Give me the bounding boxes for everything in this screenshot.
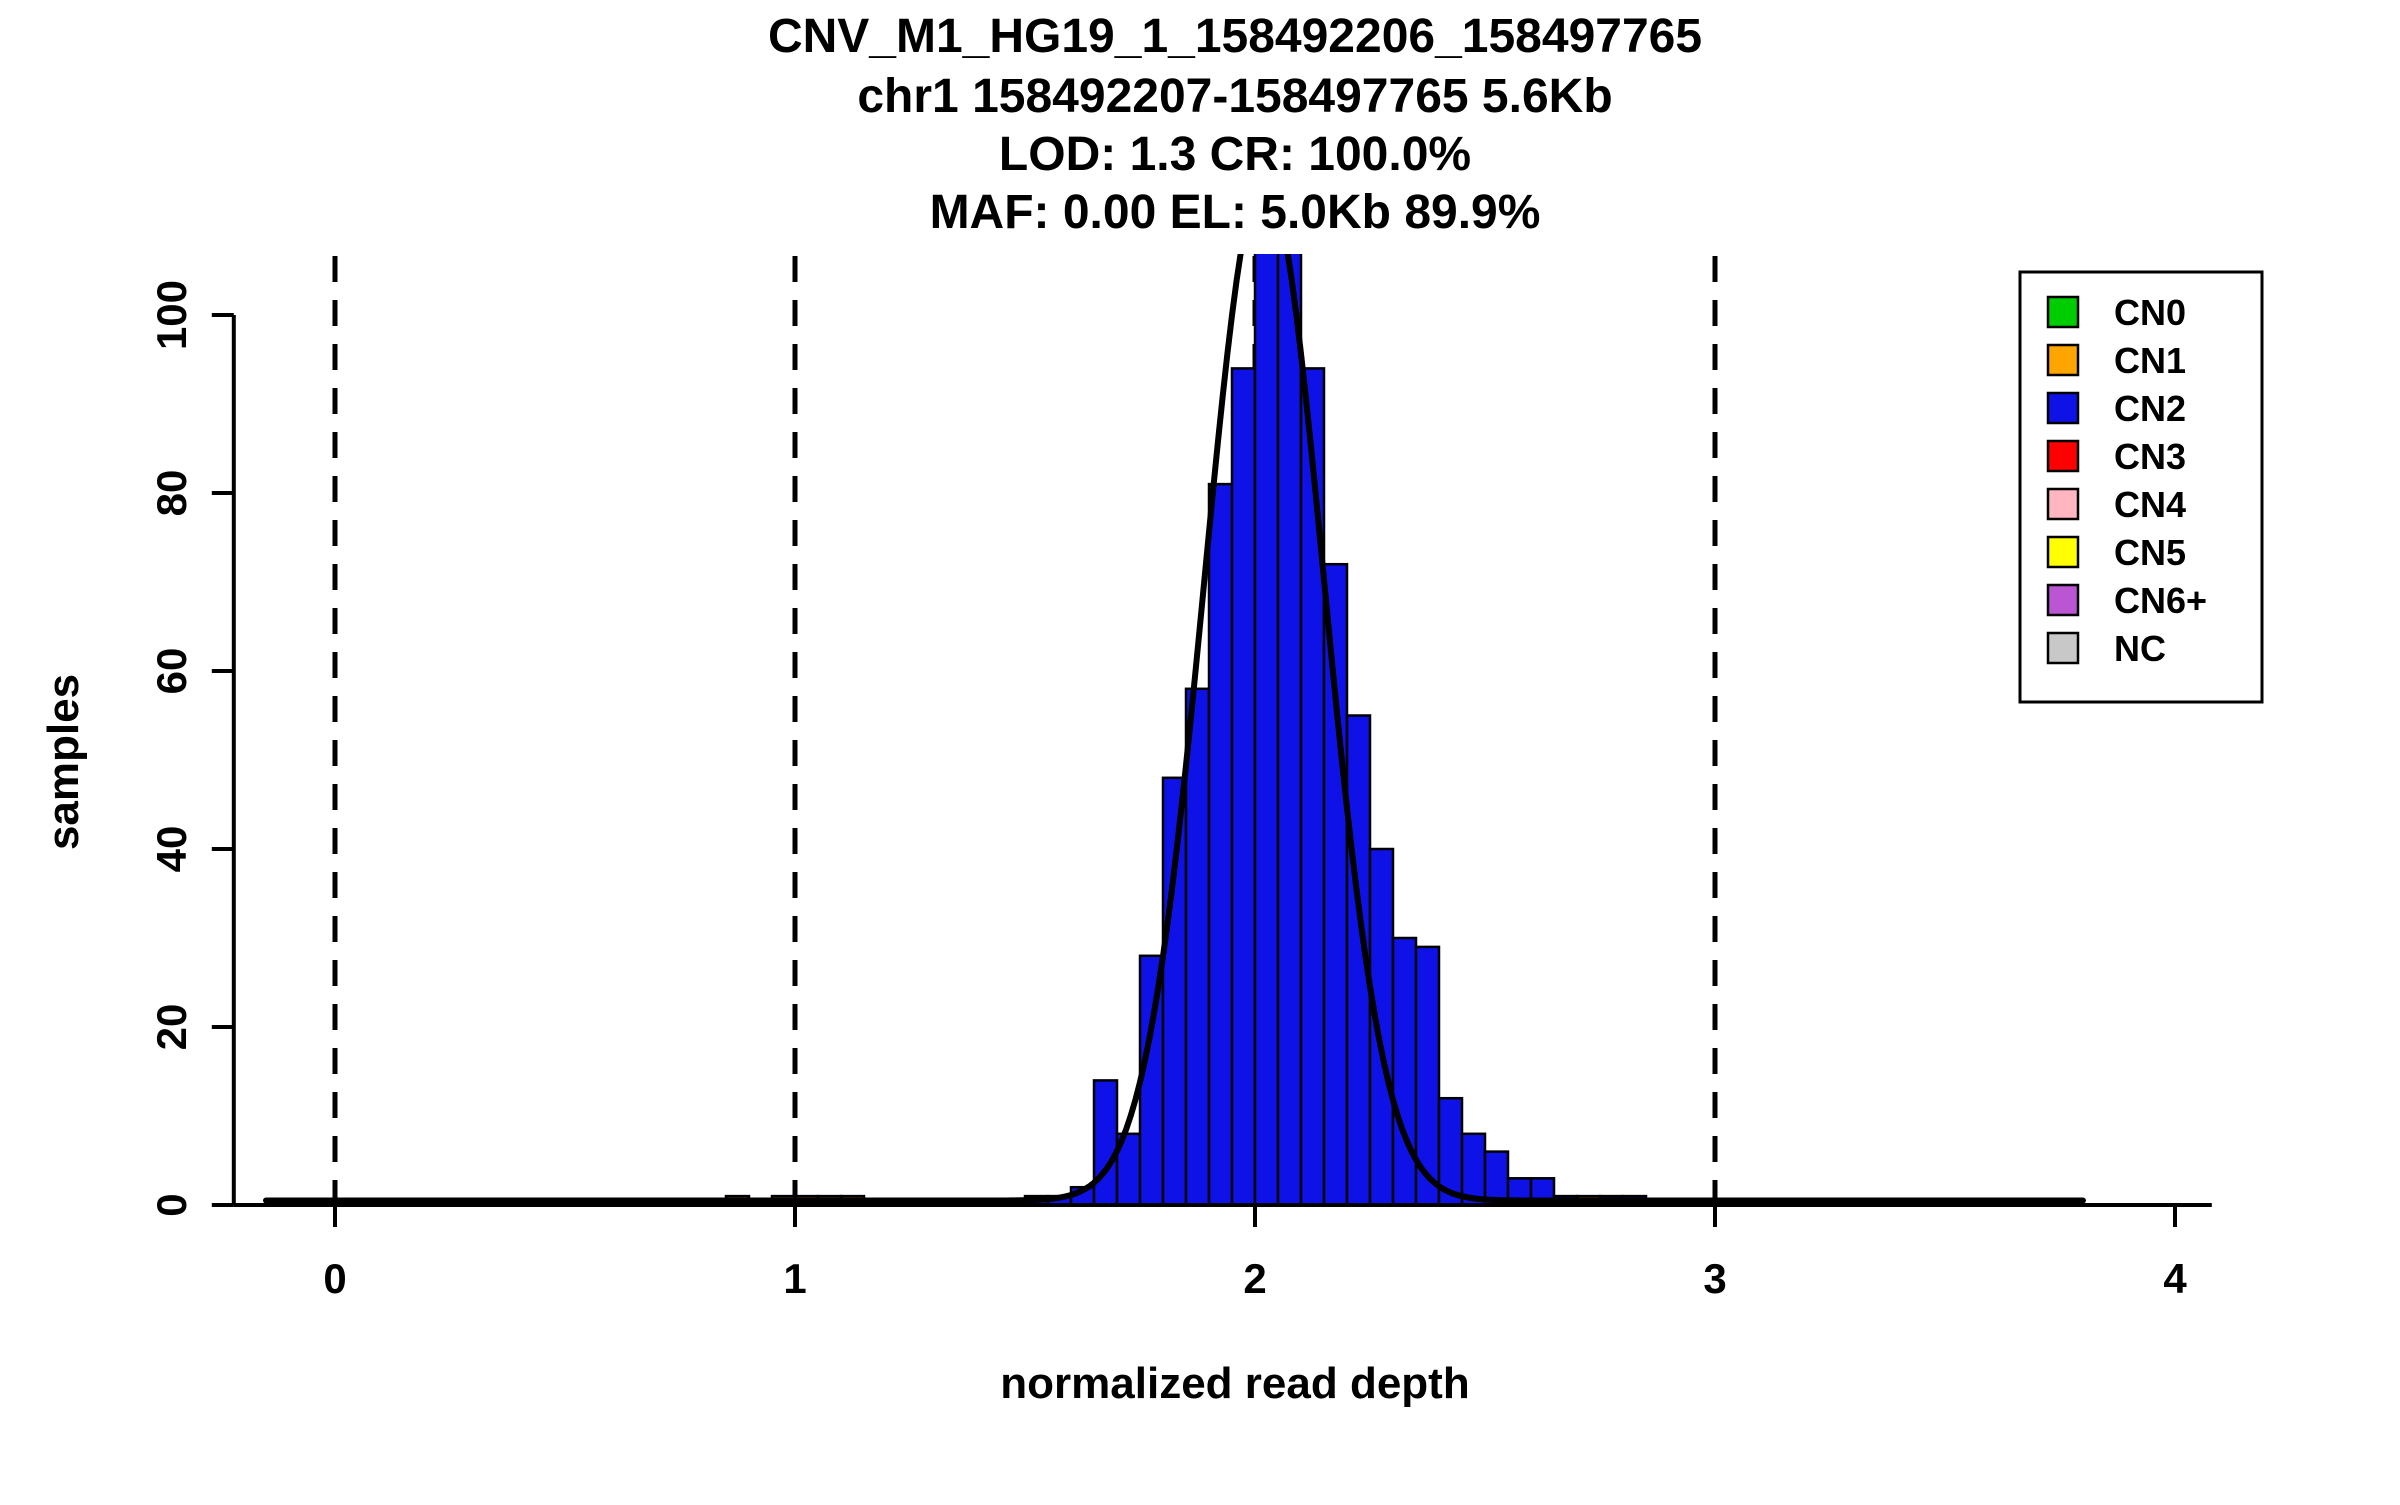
legend-label-nc: NC bbox=[2114, 628, 2166, 669]
legend-label-cn5: CN5 bbox=[2114, 532, 2186, 573]
x-tick-label: 1 bbox=[783, 1255, 806, 1302]
x-tick-label: 0 bbox=[323, 1255, 346, 1302]
plot-title-line-4: MAF: 0.00 EL: 5.0Kb 89.9% bbox=[930, 186, 1541, 239]
y-tick-label: 60 bbox=[148, 648, 195, 695]
histogram-bar-CN2 bbox=[1299, 367, 1326, 1207]
histogram-bar-CN2 bbox=[1276, 254, 1303, 1207]
y-axis: 0 20 40 60 80 100 bbox=[148, 280, 236, 1217]
legend: CN0 CN1 CN2 CN3 CN4 CN5 CN6+ NC bbox=[2018, 270, 2264, 704]
density-fit-curve bbox=[263, 254, 2086, 1204]
x-tick-label: 3 bbox=[1703, 1255, 1726, 1302]
y-tick-label: 40 bbox=[148, 826, 195, 873]
histogram-bar-CN2 bbox=[1092, 1079, 1119, 1207]
x-tick-label: 2 bbox=[1243, 1255, 1266, 1302]
plot-title-line-1: CNV_M1_HG19_1_158492206_158497765 bbox=[768, 10, 1702, 63]
legend-label-cn4: CN4 bbox=[2114, 484, 2186, 525]
plot-title-line-3: LOD: 1.3 CR: 100.0% bbox=[999, 128, 1471, 181]
legend-box bbox=[2018, 270, 2264, 704]
histogram-bar-CN2 bbox=[1184, 687, 1211, 1207]
legend-swatch-cn6plus bbox=[2046, 583, 2080, 617]
histogram-bars bbox=[724, 254, 1648, 1207]
y-tick-label: 100 bbox=[148, 280, 195, 350]
legend-swatch-cn0 bbox=[2046, 295, 2080, 329]
legend-label-cn6plus: CN6+ bbox=[2114, 580, 2207, 621]
histogram-bar-CN2 bbox=[1207, 482, 1234, 1207]
legend-swatch-nc bbox=[2046, 631, 2080, 665]
density-fit-curve-group bbox=[263, 254, 2086, 1204]
histogram-bar-CN2 bbox=[1322, 562, 1349, 1207]
legend-swatch-cn5 bbox=[2046, 535, 2080, 569]
x-axis-title: normalized read depth bbox=[1000, 1359, 1469, 1408]
legend-swatch-cn3 bbox=[2046, 439, 2080, 473]
histogram-bar-CN2 bbox=[1253, 254, 1280, 1207]
legend-label-cn1: CN1 bbox=[2114, 340, 2186, 381]
x-tick-label: 4 bbox=[2163, 1255, 2187, 1302]
legend-label-cn0: CN0 bbox=[2114, 292, 2186, 333]
plot-title-line-2: chr1 158492207-158497765 5.6Kb bbox=[857, 70, 1612, 123]
legend-swatch-cn4 bbox=[2046, 487, 2080, 521]
legend-label-cn3: CN3 bbox=[2114, 436, 2186, 477]
y-axis-title: samples bbox=[39, 674, 88, 850]
histogram-bar-CN2 bbox=[1161, 776, 1188, 1207]
y-tick-label: 80 bbox=[148, 470, 195, 517]
legend-swatch-cn1 bbox=[2046, 343, 2080, 377]
x-axis: 0 1 2 3 4 bbox=[233, 1203, 2212, 1302]
copy-number-guides bbox=[332, 256, 1718, 1205]
y-tick-label: 0 bbox=[148, 1193, 195, 1216]
histogram-bar-CN2 bbox=[1368, 847, 1395, 1207]
legend-swatch-cn2 bbox=[2046, 391, 2080, 425]
legend-label-cn2: CN2 bbox=[2114, 388, 2186, 429]
y-tick-label: 20 bbox=[148, 1004, 195, 1051]
histogram-bar-CN2 bbox=[1230, 367, 1257, 1207]
histogram-bar-CN2 bbox=[1391, 936, 1418, 1207]
